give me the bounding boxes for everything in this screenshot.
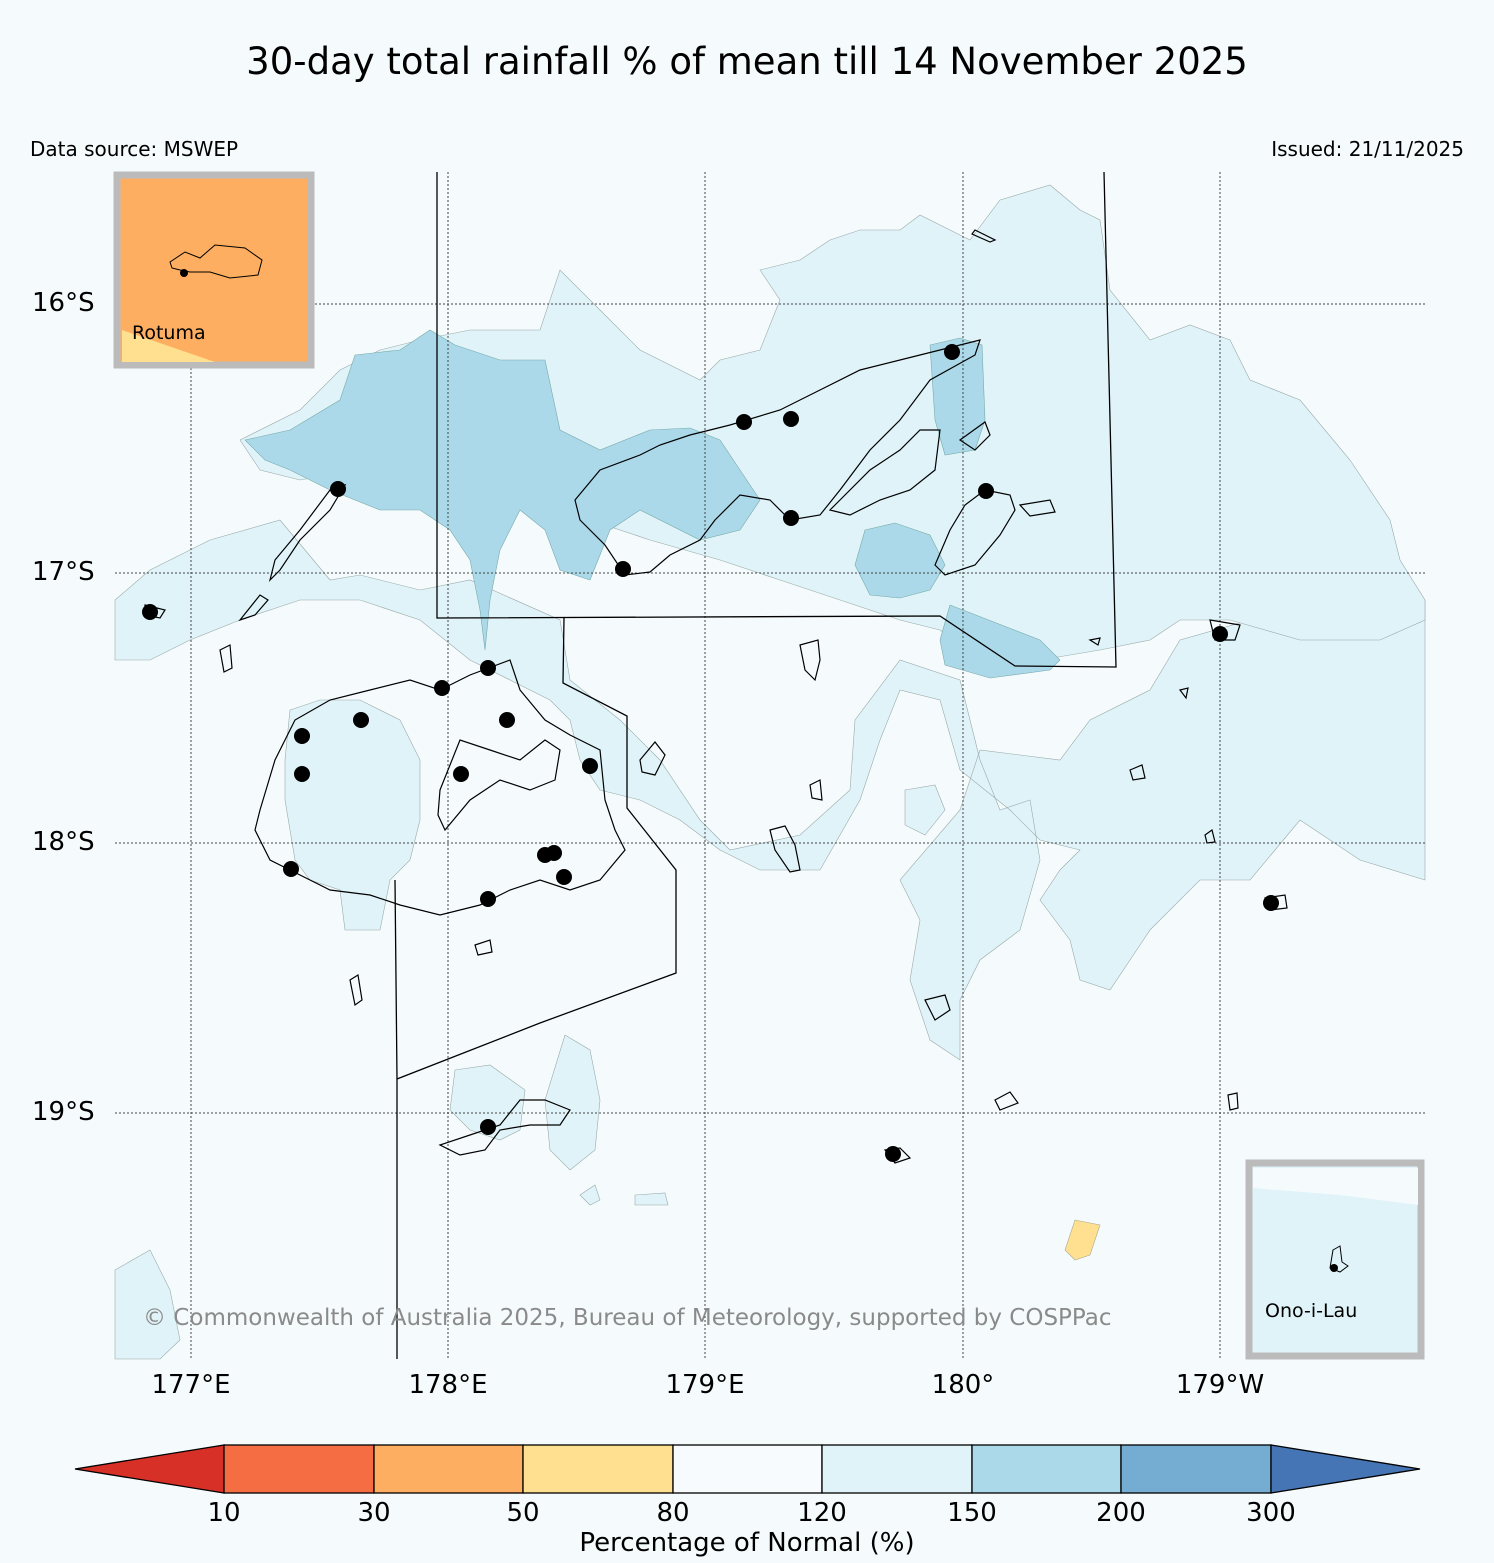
colorbar-tick: 30 bbox=[357, 1498, 391, 1528]
colorbar-segment bbox=[672, 1444, 823, 1494]
colorbar-segment bbox=[74, 1444, 225, 1494]
division-boundaries bbox=[394, 171, 1117, 1359]
colorbar-label: Percentage of Normal (%) bbox=[579, 1528, 915, 1558]
inset-ono-i-lau-label: Ono-i-Lau bbox=[1265, 1300, 1358, 1322]
colorbar-segment bbox=[223, 1444, 375, 1494]
colorbar-segment bbox=[522, 1444, 674, 1494]
rainfall-region-120-150 bbox=[114, 184, 1426, 1360]
rainfall-region-150-200 bbox=[244, 329, 1061, 679]
map-gridlines bbox=[115, 172, 1425, 1359]
inset-rotuma-label: Rotuma bbox=[132, 322, 206, 344]
lon-label: 179°W bbox=[1175, 1370, 1265, 1400]
colorbar-tick: 50 bbox=[506, 1498, 540, 1528]
issued-date-label: Issued: 21/11/2025 bbox=[1271, 137, 1464, 161]
colorbar-tick: 10 bbox=[207, 1498, 241, 1528]
colorbar-tick: 200 bbox=[1096, 1498, 1146, 1528]
colorbar bbox=[74, 1444, 1421, 1494]
colorbar-tick: 80 bbox=[656, 1498, 690, 1528]
data-source-label: Data source: MSWEP bbox=[30, 137, 239, 161]
lat-label: 18°S bbox=[32, 827, 95, 857]
lon-label: 177°E bbox=[151, 1370, 231, 1400]
colorbar-segment bbox=[373, 1444, 524, 1494]
colorbar-tick: 300 bbox=[1246, 1498, 1296, 1528]
colorbar-segment bbox=[1270, 1444, 1421, 1494]
colorbar-segment bbox=[971, 1444, 1122, 1494]
station-markers bbox=[142, 344, 1279, 1162]
rainfall-region-50-80 bbox=[1064, 1219, 1101, 1261]
map-title: 30-day total rainfall % of mean till 14 … bbox=[246, 40, 1248, 83]
colorbar-segment bbox=[821, 1444, 973, 1494]
lon-label: 180° bbox=[931, 1370, 995, 1400]
inset-rotuma bbox=[113, 171, 315, 369]
islands-coastline bbox=[144, 229, 1288, 1164]
lat-label: 16°S bbox=[32, 288, 95, 318]
lon-label: 178°E bbox=[408, 1370, 488, 1400]
colorbar-tick: 120 bbox=[797, 1498, 847, 1528]
copyright-notice: © Commonwealth of Australia 2025, Bureau… bbox=[143, 1305, 1112, 1331]
colorbar-tick: 150 bbox=[947, 1498, 997, 1528]
colorbar-segment bbox=[1120, 1444, 1272, 1494]
lon-label: 179°E bbox=[665, 1370, 745, 1400]
lat-label: 17°S bbox=[32, 557, 95, 587]
inset-ono-i-lau bbox=[1245, 1159, 1425, 1360]
lat-label: 19°S bbox=[32, 1097, 95, 1127]
